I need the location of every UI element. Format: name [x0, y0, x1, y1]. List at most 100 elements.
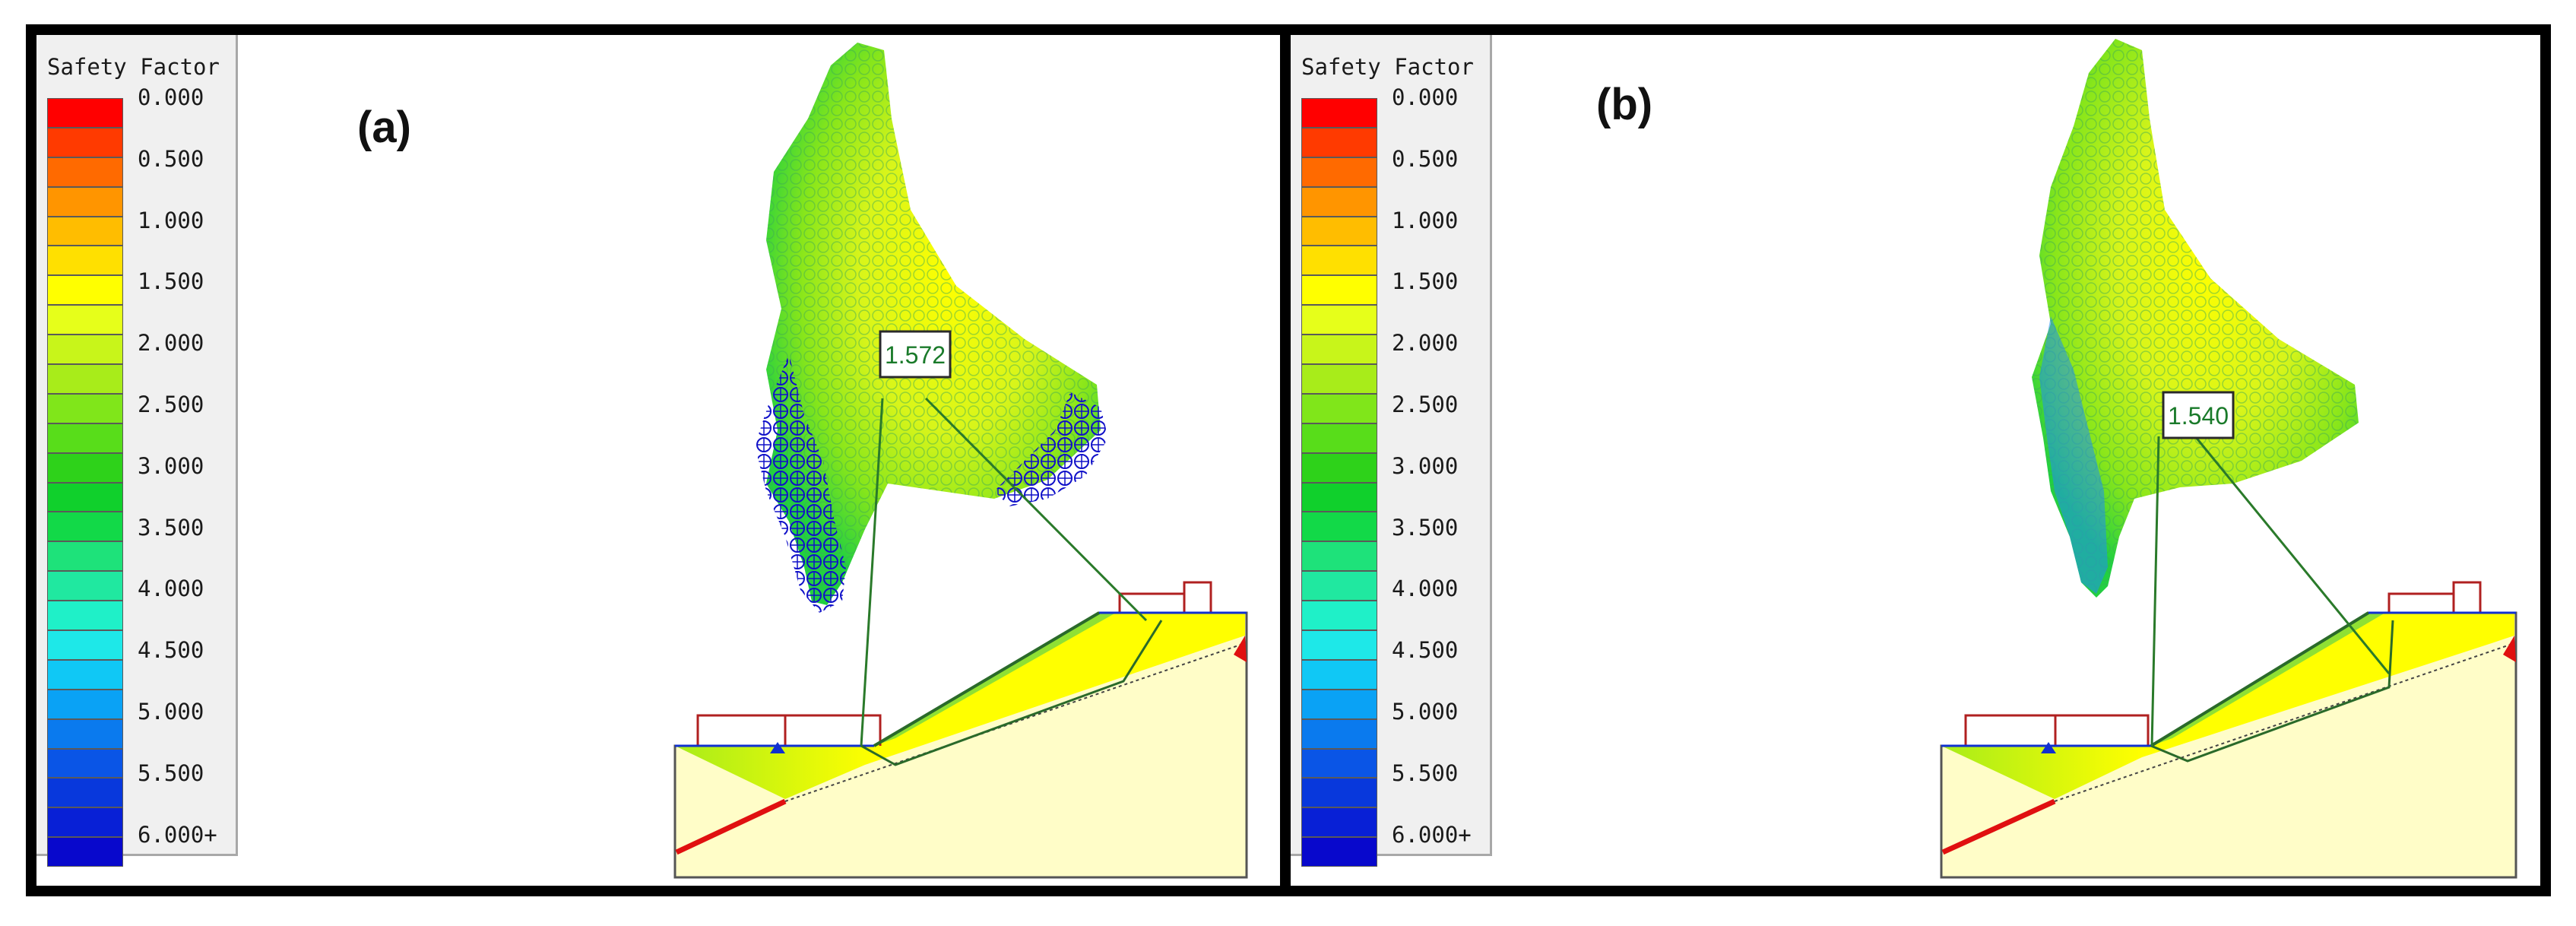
legend-label: 2.500 [1392, 392, 1459, 417]
legend-label: 3.500 [1392, 514, 1459, 541]
legend-swatch [47, 98, 123, 128]
legend-swatch [1301, 571, 1377, 601]
legend-swatches [47, 98, 123, 867]
legend-swatch [47, 305, 123, 335]
legend-swatch [47, 512, 123, 542]
legend-swatch [47, 246, 123, 276]
legend-swatch [1301, 778, 1377, 808]
legend-swatch [1301, 748, 1377, 779]
legend-label: 0.500 [1392, 145, 1459, 172]
legend-label: 3.500 [138, 514, 204, 541]
legend-label: 0.000 [1392, 84, 1459, 110]
legend-label: 2.500 [138, 392, 204, 417]
legend-swatch [1301, 689, 1377, 719]
leader-line-left [2150, 436, 2160, 747]
legend-label: 0.500 [138, 145, 204, 172]
legend-swatch [47, 837, 123, 867]
panel-b: Safety Factor 0.000 0.500 1.000 1.500 2.000 2… [1291, 35, 2540, 886]
legend-swatch [47, 718, 123, 749]
legend-label: 1.000 [138, 207, 204, 233]
panel-label: (b) [1596, 80, 1653, 129]
slip-center-markers [2032, 39, 2359, 598]
legend-swatch [1301, 186, 1377, 217]
critical-fs-label: 1.572 [885, 341, 946, 369]
legend-label: 4.000 [1392, 576, 1459, 602]
legend-swatches [1301, 98, 1377, 867]
high-fs-fringe-left [755, 354, 846, 613]
high-fs-fringe-right [994, 392, 1108, 506]
legend-swatch [1301, 482, 1377, 512]
legend-swatch [47, 778, 123, 808]
legend-swatch [47, 541, 123, 572]
legend-swatch [1301, 98, 1377, 128]
legend-title: Safety Factor [47, 54, 220, 80]
legend-label: 4.500 [138, 637, 204, 664]
legend-swatch [47, 393, 123, 423]
legend-swatch [1301, 393, 1377, 423]
safety-factor-legend: Safety Factor 0.000 0.500 1.000 1.500 2.000 2… [1291, 35, 1492, 867]
legend-swatch [1301, 275, 1377, 306]
legend-label: 4.000 [138, 576, 204, 602]
legend-label: 2.000 [1392, 330, 1459, 357]
legend-swatch [1301, 305, 1377, 335]
legend-label: 5.500 [138, 760, 204, 786]
legend-swatch [47, 482, 123, 512]
legend-swatch [47, 659, 123, 690]
legend-label: 5.000 [138, 699, 204, 725]
legend-swatch [1301, 364, 1377, 394]
legend-swatch [1301, 512, 1377, 542]
legend-swatch [1301, 423, 1377, 453]
legend-swatch [47, 423, 123, 453]
slip-center-markers [766, 43, 1101, 605]
legend-swatch [47, 807, 123, 838]
legend-label: 5.500 [1392, 760, 1459, 786]
legend-swatch [47, 689, 123, 719]
legend-swatch [1301, 541, 1377, 572]
slope-model [673, 581, 1248, 879]
legend-swatch [1301, 335, 1377, 365]
legend-label: 6.000+ [138, 821, 217, 848]
legend-swatch [47, 127, 123, 157]
legend-swatch [47, 157, 123, 187]
legend-label: 4.500 [1392, 637, 1459, 664]
legend-swatch [1301, 837, 1377, 867]
slope-plot-b: 1.540 [1940, 39, 2517, 879]
legend-swatch [47, 748, 123, 779]
legend-swatch [1301, 718, 1377, 749]
legend-swatch [47, 452, 123, 483]
panel-a: Safety Factor 0.000 0.500 1.000 1.500 2.000 2… [36, 35, 1280, 886]
legend-label: 3.000 [138, 452, 204, 479]
slope-plot-a: 1.572 [673, 43, 1248, 879]
legend-swatch [1301, 601, 1377, 631]
leader-line-right [2194, 436, 2391, 674]
panel-label: (a) [357, 103, 411, 152]
legend-swatch [47, 364, 123, 394]
legend-label: 3.000 [1392, 452, 1459, 479]
legend-swatch [1301, 246, 1377, 276]
legend-swatch [47, 275, 123, 306]
legend-label: 1.000 [1392, 207, 1459, 233]
legend-label: 1.500 [138, 268, 204, 295]
critical-fs-label: 1.540 [2168, 402, 2229, 430]
legend-swatch [1301, 807, 1377, 838]
legend-swatch [47, 601, 123, 631]
legend-label: 5.000 [1392, 699, 1459, 725]
legend-label: 1.500 [1392, 268, 1459, 295]
legend-swatch [47, 571, 123, 601]
critical-fs-box [879, 330, 952, 379]
safety-factor-legend: Safety Factor 0.000 0.500 1.000 1.500 2.000 2… [36, 35, 238, 867]
legend-swatch [1301, 452, 1377, 483]
legend-swatch [47, 630, 123, 660]
slope-model [1940, 581, 2517, 879]
legend-swatch [47, 186, 123, 217]
high-fs-fringe [2039, 316, 2108, 594]
critical-fs-box [2162, 391, 2235, 439]
panel-divider [1280, 24, 1291, 896]
legend-swatch [1301, 630, 1377, 660]
leader-line-right [924, 397, 1148, 622]
legend-swatch [1301, 659, 1377, 690]
legend-swatch [47, 335, 123, 365]
legend-title: Safety Factor [1301, 54, 1474, 80]
legend-label: 2.000 [138, 330, 204, 357]
legend-swatch [1301, 216, 1377, 246]
